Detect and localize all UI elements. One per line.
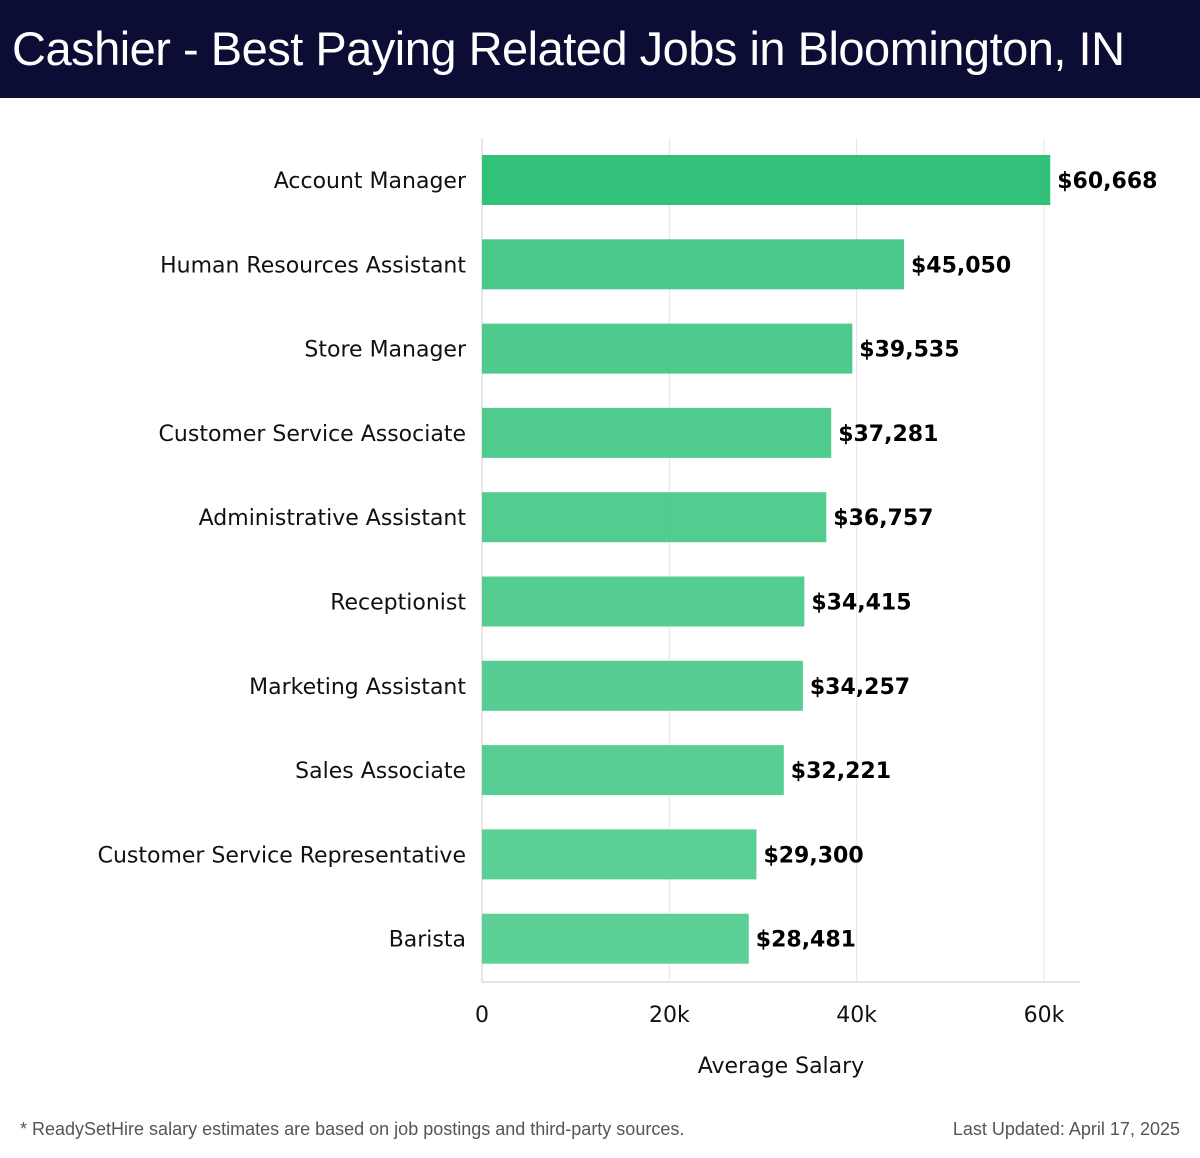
value-label: $45,050 [911, 253, 1011, 278]
x-tick-label: 0 [475, 1003, 489, 1028]
value-label: $36,757 [833, 506, 933, 531]
bar [482, 323, 853, 374]
category-label: Receptionist [330, 591, 466, 616]
bar [482, 407, 832, 458]
category-label: Human Resources Assistant [160, 253, 466, 278]
chart-header: Cashier - Best Paying Related Jobs in Bl… [0, 0, 1200, 98]
value-label: $32,221 [791, 759, 891, 784]
value-label: $28,481 [756, 928, 856, 953]
bar [482, 745, 784, 796]
category-label: Customer Service Representative [98, 843, 466, 868]
category-label: Barista [389, 928, 466, 953]
x-tick-label: 60k [1024, 1003, 1065, 1028]
category-label: Administrative Assistant [199, 506, 467, 531]
bar [482, 492, 827, 543]
chart-title: Cashier - Best Paying Related Jobs in Bl… [12, 22, 1125, 75]
x-tick-label: 20k [649, 1003, 690, 1028]
value-label: $37,281 [838, 422, 938, 447]
value-label: $34,415 [811, 591, 911, 616]
last-updated: Last Updated: April 17, 2025 [952, 1119, 1180, 1139]
category-label: Account Manager [274, 169, 467, 194]
footer-note: * ReadySetHire salary estimates are base… [20, 1119, 685, 1139]
value-label: $34,257 [810, 675, 910, 700]
bar [482, 576, 805, 627]
value-label: $39,535 [859, 338, 959, 363]
bar [482, 660, 803, 711]
category-label: Marketing Assistant [249, 675, 466, 700]
bar [482, 829, 757, 880]
x-tick-label: 40k [836, 1003, 877, 1028]
category-label: Sales Associate [295, 759, 466, 784]
x-axis-title: Average Salary [698, 1054, 864, 1079]
category-label: Customer Service Associate [159, 422, 466, 447]
value-label: $29,300 [763, 843, 863, 868]
value-label: $60,668 [1057, 169, 1157, 194]
category-label: Store Manager [304, 338, 467, 363]
bar [482, 155, 1051, 205]
bar [482, 239, 904, 290]
bar [482, 913, 749, 964]
